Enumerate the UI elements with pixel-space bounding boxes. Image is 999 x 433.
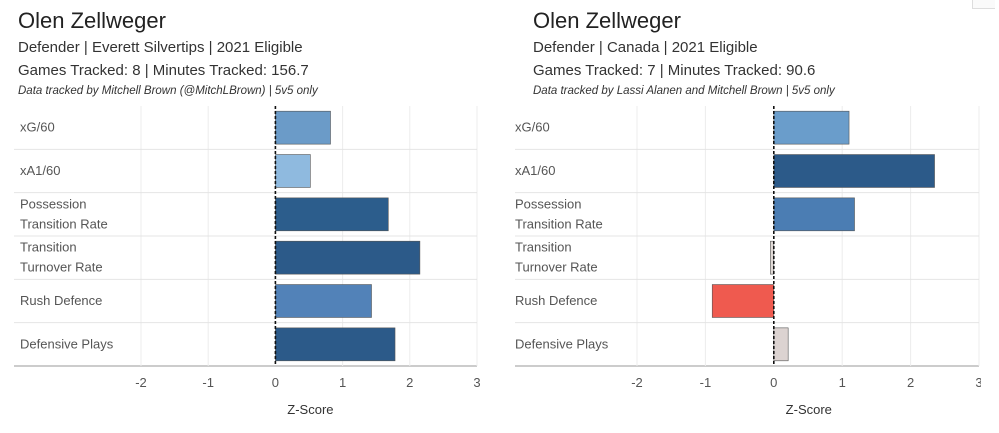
x-tick-label: 0	[272, 375, 279, 390]
bar	[275, 110, 331, 145]
category-label: xG/60	[20, 120, 55, 135]
category-label: xA1/60	[20, 163, 60, 178]
player-subtitle: Defender | Everett Silvertips | 2021 Eli…	[18, 39, 303, 56]
x-tick-label: 2	[406, 375, 413, 390]
games-tracked-line: Games Tracked: 7 | Minutes Tracked: 90.6	[533, 62, 816, 79]
x-tick-label: -2	[135, 375, 147, 390]
category-label: Transition	[20, 240, 77, 255]
bar-chart-right: xG/60 xA1/60 Possession Transition Rate Tran…	[515, 106, 981, 417]
corner-widget	[972, 0, 995, 9]
bar-chart-left: xG/60 xA1/60 Possession Transition Rate Tran…	[14, 106, 481, 417]
category-label: Defensive Plays	[20, 336, 114, 351]
x-tick-label: 3	[975, 375, 981, 390]
category-label: Defensive Plays	[515, 336, 609, 351]
x-tick-label: -1	[202, 375, 214, 390]
x-tick-label: 0	[770, 375, 777, 390]
bar	[773, 197, 855, 232]
bar	[275, 154, 311, 188]
x-tick-label: 2	[907, 375, 914, 390]
x-tick-label: -2	[631, 375, 643, 390]
x-tick-label: 1	[339, 375, 346, 390]
player-subtitle: Defender | Canada | 2021 Eligible	[533, 39, 758, 56]
category-label: Turnover Rate	[20, 260, 103, 275]
category-label: Rush Defence	[20, 293, 102, 308]
bar	[773, 110, 850, 145]
category-label: Transition Rate	[515, 216, 603, 231]
bar	[711, 284, 775, 318]
data-credit: Data tracked by Mitchell Brown (@MitchLB…	[18, 85, 318, 97]
x-tick-label: -1	[700, 375, 712, 390]
category-label: Rush Defence	[515, 293, 597, 308]
category-label: Possession	[515, 196, 581, 211]
bar	[773, 154, 935, 188]
bar	[773, 327, 789, 362]
bar	[275, 197, 389, 232]
bar	[275, 327, 396, 362]
left-chart-panel: Olen Zellweger Defender | Everett Silver…	[14, 0, 498, 433]
data-credit: Data tracked by Lassi Alanen and Mitchel…	[533, 85, 835, 97]
category-label: Turnover Rate	[515, 260, 598, 275]
bar	[275, 240, 421, 275]
x-tick-label: 3	[473, 375, 480, 390]
player-title: Olen Zellweger	[18, 8, 166, 33]
bar	[275, 284, 372, 318]
category-label: Transition	[515, 240, 572, 255]
category-label: Possession	[20, 196, 86, 211]
category-label: xA1/60	[515, 163, 555, 178]
games-tracked-line: Games Tracked: 8 | Minutes Tracked: 156.…	[18, 62, 309, 79]
category-label: xG/60	[515, 120, 550, 135]
category-label: Transition Rate	[20, 216, 108, 231]
x-tick-label: 1	[839, 375, 846, 390]
x-axis-title: Z-Score	[786, 402, 832, 417]
x-axis-title: Z-Score	[287, 402, 333, 417]
right-chart-panel: Olen Zellweger Defender | Canada | 2021 …	[515, 0, 999, 433]
player-title: Olen Zellweger	[533, 8, 681, 33]
